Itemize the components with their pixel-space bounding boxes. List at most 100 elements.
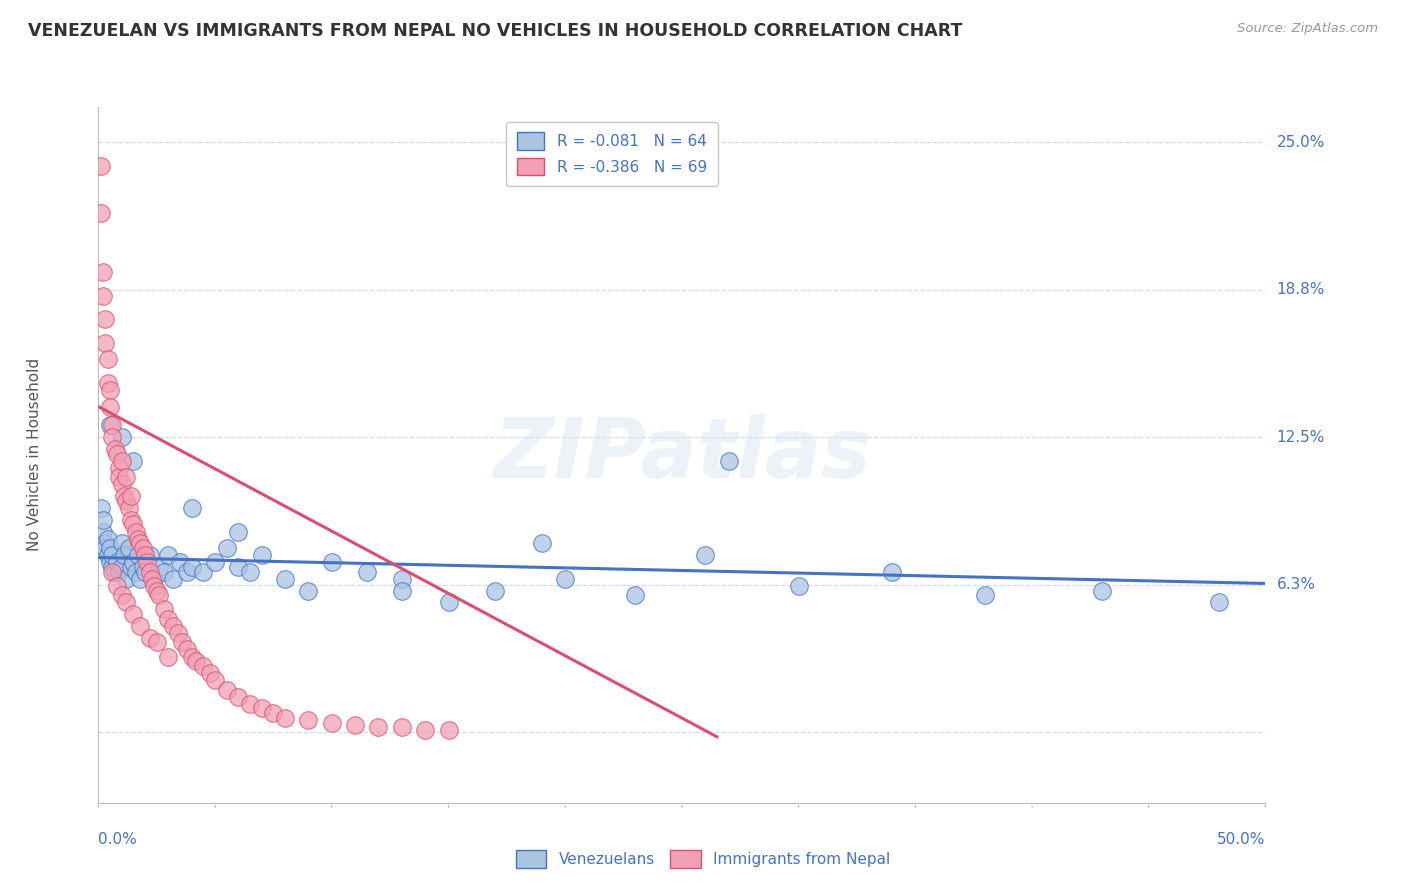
Point <box>122 454 145 468</box>
Point <box>122 555 145 569</box>
Point <box>180 500 202 515</box>
Text: VENEZUELAN VS IMMIGRANTS FROM NEPAL NO VEHICLES IN HOUSEHOLD CORRELATION CHART: VENEZUELAN VS IMMIGRANTS FROM NEPAL NO V… <box>28 22 963 40</box>
Point <box>101 565 124 579</box>
Point <box>530 536 553 550</box>
Point <box>120 513 142 527</box>
Point <box>105 555 128 569</box>
Point <box>101 430 124 444</box>
Point <box>143 579 166 593</box>
Point <box>176 642 198 657</box>
Point <box>115 470 138 484</box>
Point <box>176 565 198 579</box>
Point <box>484 583 506 598</box>
Point <box>120 489 142 503</box>
Point <box>136 555 159 569</box>
Point <box>98 418 121 433</box>
Point <box>98 383 121 397</box>
Point <box>105 447 128 461</box>
Point <box>104 565 127 579</box>
Point <box>166 626 188 640</box>
Point <box>215 541 238 555</box>
Point <box>122 517 145 532</box>
Point <box>162 619 184 633</box>
Point <box>193 565 215 579</box>
Point <box>115 595 138 609</box>
Point <box>127 548 149 562</box>
Text: 12.5%: 12.5% <box>1277 430 1324 445</box>
Point <box>413 723 436 737</box>
Text: 18.8%: 18.8% <box>1277 283 1324 297</box>
Point <box>391 572 413 586</box>
Point <box>274 711 297 725</box>
Point <box>344 718 367 732</box>
Point <box>624 588 647 602</box>
Point <box>118 541 141 555</box>
Point <box>112 489 135 503</box>
Point <box>228 690 250 704</box>
Point <box>132 541 155 555</box>
Point <box>97 548 120 562</box>
Point <box>132 560 155 574</box>
Point <box>91 265 114 279</box>
Point <box>115 494 138 508</box>
Point <box>215 682 238 697</box>
Point <box>204 673 226 688</box>
Point <box>239 565 262 579</box>
Point <box>974 588 997 602</box>
Point <box>122 607 145 621</box>
Point <box>356 565 378 579</box>
Point <box>91 289 114 303</box>
Point <box>143 572 166 586</box>
Point <box>94 536 117 550</box>
Point <box>111 536 134 550</box>
Point <box>148 588 170 602</box>
Point <box>250 701 273 715</box>
Point <box>90 159 112 173</box>
Point <box>94 335 117 350</box>
Point <box>125 565 148 579</box>
Point <box>239 697 262 711</box>
Point <box>1208 595 1230 609</box>
Point <box>148 560 170 574</box>
Point <box>321 555 343 569</box>
Point <box>262 706 284 721</box>
Point <box>139 548 162 562</box>
Point <box>391 583 413 598</box>
Point <box>139 565 162 579</box>
Point <box>437 595 460 609</box>
Point <box>391 720 413 734</box>
Point <box>97 352 120 367</box>
Point <box>250 548 273 562</box>
Point <box>101 418 124 433</box>
Point <box>880 565 903 579</box>
Point <box>141 572 163 586</box>
Point <box>98 400 121 414</box>
Point <box>111 588 134 602</box>
Point <box>321 715 343 730</box>
Point <box>134 565 156 579</box>
Point <box>90 500 112 515</box>
Point <box>157 548 180 562</box>
Point <box>139 631 162 645</box>
Point <box>97 532 120 546</box>
Point <box>695 548 717 562</box>
Point <box>97 376 120 390</box>
Legend: R = -0.081   N = 64, R = -0.386   N = 69: R = -0.081 N = 64, R = -0.386 N = 69 <box>506 121 717 186</box>
Point <box>162 572 184 586</box>
Point <box>108 461 131 475</box>
Point <box>129 572 152 586</box>
Point <box>157 649 180 664</box>
Point <box>146 635 169 649</box>
Point <box>717 454 740 468</box>
Point <box>129 536 152 550</box>
Point <box>90 206 112 220</box>
Point <box>134 548 156 562</box>
Point <box>94 541 117 555</box>
Point <box>1091 583 1114 598</box>
Point <box>98 555 121 569</box>
Point <box>108 470 131 484</box>
Text: No Vehicles in Household: No Vehicles in Household <box>27 359 42 551</box>
Point <box>91 513 114 527</box>
Point <box>169 555 191 569</box>
Point <box>115 572 138 586</box>
